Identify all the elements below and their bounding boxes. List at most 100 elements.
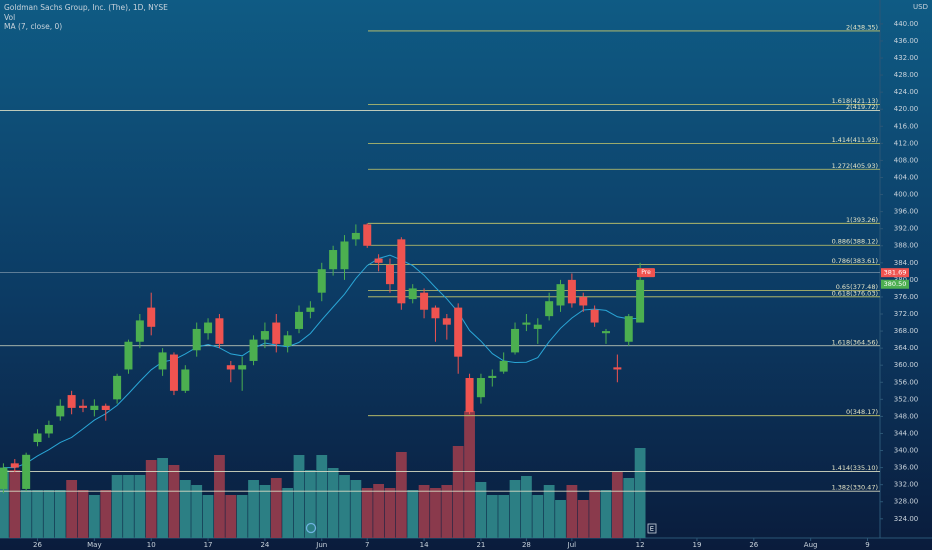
fib-label: 1.272(405.93)	[832, 162, 878, 170]
volume-bar	[134, 475, 146, 538]
y-tick-label: 432.00	[894, 54, 919, 62]
candle-body	[431, 307, 440, 319]
volume-bar	[259, 485, 271, 538]
fib-label: 0.786(383.61)	[832, 257, 878, 265]
fib-label: 1.414(411.93)	[832, 136, 878, 144]
x-tick-label: Jul	[567, 541, 577, 549]
candle-body	[329, 250, 338, 270]
fib-label: 0.618(376.03)	[832, 289, 878, 297]
volume-bar	[395, 452, 407, 538]
candle-body	[522, 322, 531, 325]
candle-body	[113, 375, 122, 400]
volume-bar	[214, 455, 225, 538]
candle-body	[601, 331, 610, 334]
candle-body	[306, 307, 315, 312]
y-tick-label: 324.00	[894, 515, 919, 523]
fib-label: 0.886(388.12)	[832, 238, 878, 246]
volume-bar	[77, 490, 89, 538]
volume-bar	[282, 488, 294, 538]
volume-bar	[0, 470, 9, 538]
ma-legend: MA (7, close, 0)	[4, 22, 62, 31]
candle-body	[78, 405, 87, 408]
candle-body	[10, 463, 19, 468]
y-tick-label: 340.00	[894, 447, 919, 455]
candle-body	[56, 405, 65, 417]
y-tick-label: 376.00	[894, 293, 919, 301]
candle-body	[363, 224, 372, 246]
candle-body	[204, 322, 213, 334]
x-tick-label: 26	[33, 541, 42, 549]
candle-body	[567, 279, 576, 304]
volume-bar	[293, 455, 305, 538]
y-tick-label: 352.00	[894, 395, 919, 403]
y-tick-label: 364.00	[894, 344, 919, 352]
earnings-icon[interactable]	[647, 523, 657, 534]
candle-body	[351, 232, 360, 240]
candle-body	[147, 307, 156, 327]
volume-bar	[452, 446, 464, 538]
candle-body	[260, 331, 269, 340]
volume-bar	[486, 495, 498, 538]
volume-legend: Vol	[4, 13, 15, 22]
x-tick-label: 7	[365, 541, 369, 549]
fib-label: 0(348.17)	[846, 408, 878, 416]
y-tick-label: 408.00	[894, 156, 919, 164]
candle-body	[533, 324, 542, 329]
candle-body	[101, 405, 110, 411]
volume-bar	[191, 485, 203, 538]
candle-body	[317, 269, 326, 293]
y-tick-label: 428.00	[894, 71, 919, 79]
y-tick-label: 348.00	[894, 412, 919, 420]
candle-body	[408, 288, 417, 300]
volume-bar	[373, 484, 385, 538]
volume-bar	[236, 495, 248, 538]
y-tick-label: 332.00	[894, 481, 919, 489]
volume-bar	[66, 480, 78, 538]
plot: 324.00 328.00 332.00 336.00 340.00 344.00 348.…	[0, 20, 918, 549]
volume-bar	[634, 448, 646, 538]
candle-body	[238, 365, 247, 370]
y-tick-label: 368.00	[894, 327, 919, 335]
x-tick-label: 26	[749, 541, 758, 549]
x-tick-label: 12	[636, 541, 645, 549]
candle-body	[181, 369, 190, 391]
x-tick-label: May	[87, 541, 101, 549]
candle-body	[0, 467, 8, 489]
y-tick-label: 328.00	[894, 498, 919, 506]
x-tick-label: 24	[260, 541, 269, 549]
y-tick-label: 400.00	[894, 191, 919, 199]
volume-bar	[100, 490, 112, 538]
y-tick-label: 372.00	[894, 310, 919, 318]
y-tick-label: 336.00	[894, 464, 919, 472]
candle-body	[215, 318, 224, 344]
volume-bar	[407, 490, 419, 538]
volume-bar	[111, 475, 123, 538]
candle-body	[135, 320, 144, 342]
candle-body	[454, 307, 463, 357]
candle-body	[22, 454, 31, 489]
candle-body	[590, 309, 599, 323]
volume-bar	[555, 500, 566, 538]
volume-bar	[225, 495, 237, 538]
x-tick-label: Jun	[315, 541, 327, 549]
volume-bar	[521, 476, 532, 538]
y-tick-label: 388.00	[894, 242, 919, 250]
candle-body	[624, 316, 633, 342]
volume-bar	[464, 411, 475, 538]
candle-body	[465, 378, 474, 413]
volume-bar	[577, 500, 589, 538]
volume-bar	[43, 490, 55, 538]
volume-bar	[168, 465, 180, 538]
volume-bar	[123, 475, 134, 538]
logo-icon[interactable]	[305, 522, 317, 534]
chart-title: Goldman Sachs Group, Inc. (The), 1D, NYS…	[4, 3, 168, 12]
volume-bar	[441, 485, 453, 538]
x-tick-label: 28	[522, 541, 531, 549]
volume-bar	[475, 482, 487, 538]
candle-body	[226, 365, 235, 370]
y-tick-label: 424.00	[894, 88, 919, 96]
volume-bar	[270, 478, 282, 538]
candle-body	[420, 292, 429, 310]
volume-bar	[339, 475, 350, 538]
volume-bar	[509, 480, 521, 538]
